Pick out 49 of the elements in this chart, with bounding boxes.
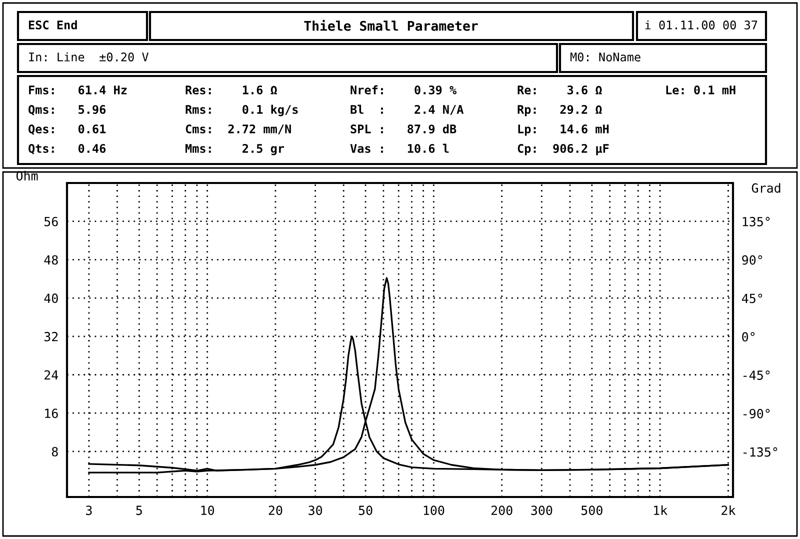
text: Mms: 2.5 gr xyxy=(185,144,284,156)
chart-title: Thiele Small Parameter xyxy=(304,20,478,31)
y2-tick-label: -135° xyxy=(744,447,778,457)
text: M0: NoName xyxy=(570,52,640,62)
x-tick-label: 50 xyxy=(358,506,372,516)
text: SPL : 87.9 dB xyxy=(350,124,456,134)
text: Bl : 2.4 N/A xyxy=(350,104,464,115)
text: i 01.11.00 00 37 xyxy=(645,20,758,30)
x-tick-label: 200 xyxy=(491,506,512,516)
text: ESC End xyxy=(28,20,77,30)
x-tick-label: 1k xyxy=(654,505,668,515)
text: Cms: 2.72 mm/N xyxy=(186,124,291,134)
y-tick-label: 8 xyxy=(52,446,58,456)
y-tick-label: 56 xyxy=(44,216,58,226)
x-tick-label: 3 xyxy=(86,506,92,516)
y2-tick-label: -90° xyxy=(744,408,770,418)
text: Le: 0.1 mH xyxy=(666,85,736,94)
y2-tick-label: 0° xyxy=(742,332,755,342)
text: Re: 3.6 Ω xyxy=(518,85,602,94)
text: In: Line ±0.20 V xyxy=(29,52,148,62)
x-tick-label: 30 xyxy=(308,506,322,516)
x-tick-label: 300 xyxy=(531,506,552,516)
text: Res: 1.6 Ω xyxy=(186,86,277,94)
text: Qts: 0.46 xyxy=(28,144,106,154)
y-tick-label: 48 xyxy=(44,255,58,265)
y-tick-label: 32 xyxy=(44,332,58,342)
text: Lp: 14.6 mH xyxy=(518,124,609,136)
text: Vas : 10.6 l xyxy=(350,144,449,153)
x-tick-label: 5 xyxy=(136,506,142,516)
text: Rp: 29.2 Ω xyxy=(518,104,602,116)
text: Qms: 5.96 xyxy=(28,104,106,116)
text: Nref: 0.39 % xyxy=(350,85,457,94)
y-tick-label: 16 xyxy=(45,408,58,418)
x-tick-label: 500 xyxy=(581,506,602,516)
y2-tick-label: -45° xyxy=(744,370,770,380)
x-tick-label: 2k xyxy=(722,505,736,515)
y2-tick-label: 135° xyxy=(742,216,770,226)
y-tick-label: 40 xyxy=(44,294,58,304)
x-tick-label: 20 xyxy=(268,506,282,516)
text: Fms: 61.4 Hz xyxy=(29,86,127,94)
y2-tick-label: 90° xyxy=(742,255,762,265)
x-tick-label: 100 xyxy=(424,506,444,516)
text: Rms: 0.1 kg/s xyxy=(186,104,298,116)
text: Qes: 0.61 xyxy=(28,124,106,135)
y2-tick-label: 45° xyxy=(742,294,762,304)
y2-axis-title: Grad xyxy=(752,183,780,193)
x-tick-label: 10 xyxy=(201,506,214,516)
text: Cp: 906.2 µF xyxy=(518,144,609,156)
y-tick-label: 24 xyxy=(44,370,58,380)
